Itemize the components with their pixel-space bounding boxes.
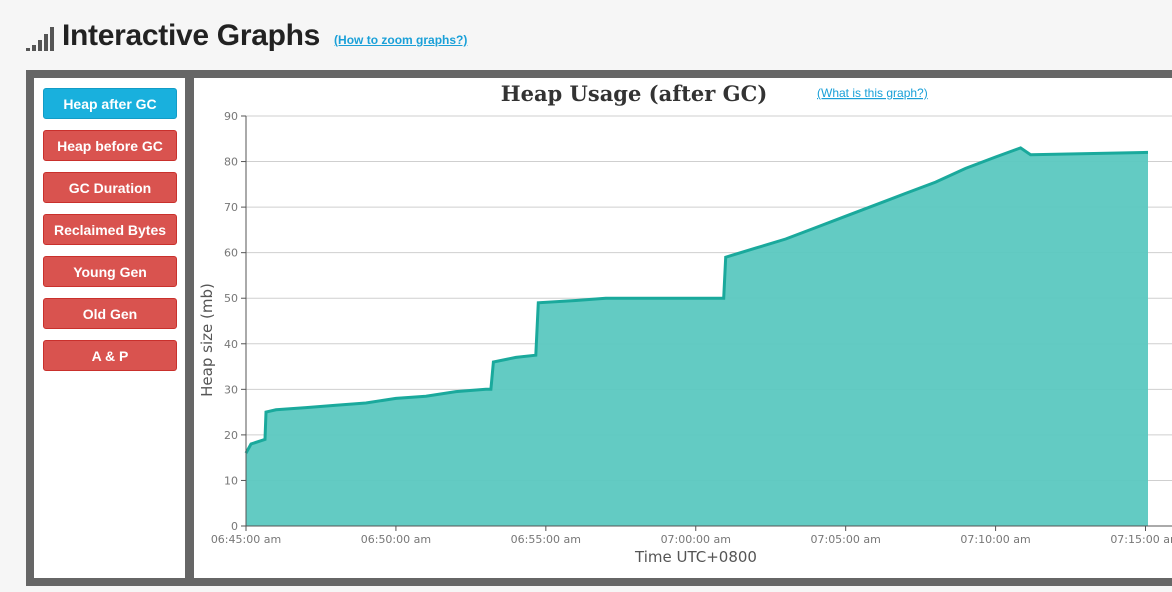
y-tick-label: 20	[224, 429, 238, 442]
graph-help-link[interactable]: (What is this graph?)	[817, 86, 928, 100]
y-tick-label: 40	[224, 338, 238, 351]
y-tick-label: 30	[224, 383, 238, 396]
y-tick-label: 90	[224, 110, 238, 123]
y-axis-ticks: 0 10 20 30 40 50 60 70 80 90	[224, 110, 246, 533]
y-tick-label: 10	[224, 474, 238, 487]
young-gen-button[interactable]: Young Gen	[43, 256, 177, 287]
x-axis-label: Time UTC+0800	[634, 548, 757, 566]
reclaimed-bytes-button[interactable]: Reclaimed Bytes	[43, 214, 177, 245]
heap-area	[246, 147, 1148, 526]
heap-line	[244, 146, 1149, 454]
graphs-frame: Heap after GC Heap before GC GC Duration…	[26, 70, 1172, 586]
x-axis-ticks: 06:45:00 am 06:50:00 am 06:55:00 am 07:00:0…	[211, 526, 1172, 546]
x-tick-label: 06:45:00 am	[211, 533, 281, 546]
x-tick-label: 07:10:00 am	[960, 533, 1030, 546]
x-tick-label: 07:05:00 am	[810, 533, 880, 546]
y-axis-label: Heap size (mb)	[198, 283, 216, 397]
x-tick-label: 06:55:00 am	[511, 533, 581, 546]
y-tick-label: 80	[224, 156, 238, 169]
y-tick-label: 0	[231, 520, 238, 533]
y-tick-label: 70	[224, 201, 238, 214]
heap-usage-chart[interactable]: Heap Usage (after GC) (What is this grap…	[194, 78, 1172, 578]
header: Interactive Graphs (How to zoom graphs?)	[26, 18, 467, 54]
page-title: Interactive Graphs	[62, 19, 321, 52]
x-tick-label: 07:00:00 am	[661, 533, 731, 546]
graph-selector-sidebar: Heap after GC Heap before GC GC Duration…	[34, 78, 185, 578]
gc-duration-button[interactable]: GC Duration	[43, 172, 177, 203]
signal-bars-icon	[26, 25, 54, 51]
chart-panel: Heap Usage (after GC) (What is this grap…	[194, 78, 1172, 578]
zoom-help-link[interactable]: (How to zoom graphs?)	[334, 33, 468, 47]
y-tick-label: 50	[224, 292, 238, 305]
old-gen-button[interactable]: Old Gen	[43, 298, 177, 329]
x-tick-label: 06:50:00 am	[361, 533, 431, 546]
a-and-p-button[interactable]: A & P	[43, 340, 177, 371]
heap-before-gc-button[interactable]: Heap before GC	[43, 130, 177, 161]
chart-title: Heap Usage (after GC)	[501, 81, 768, 106]
y-tick-label: 60	[224, 247, 238, 260]
heap-after-gc-button[interactable]: Heap after GC	[43, 88, 177, 119]
x-tick-label: 07:15:00 am	[1110, 533, 1172, 546]
